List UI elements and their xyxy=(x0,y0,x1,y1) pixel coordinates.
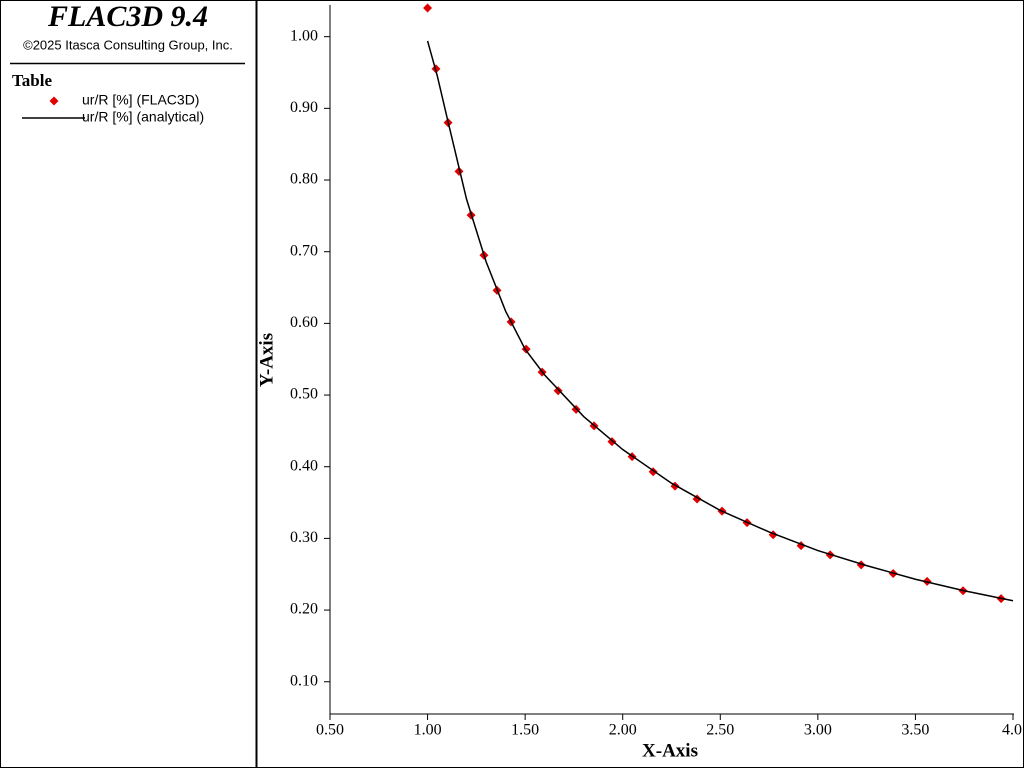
y-tick-label: 0.90 xyxy=(290,99,318,116)
y-tick-label: 0.50 xyxy=(290,386,318,403)
y-tick-label: 0.40 xyxy=(290,457,318,474)
legend-title: Table xyxy=(12,71,52,90)
x-tick-label: 4.0 xyxy=(1002,722,1022,739)
data-point xyxy=(553,386,563,396)
y-tick-label: 0.10 xyxy=(290,672,318,689)
data-point xyxy=(423,3,433,13)
y-tick-label: 0.80 xyxy=(290,171,318,188)
legend-label: ur/R [%] (FLAC3D) xyxy=(82,92,199,108)
app-title: FLAC3D 9.4 xyxy=(47,0,208,33)
data-line xyxy=(426,40,1014,602)
y-tick-label: 0.70 xyxy=(290,242,318,259)
x-axis-title: X-Axis xyxy=(642,740,698,761)
x-tick-label: 1.00 xyxy=(414,722,442,739)
x-tick-label: 0.50 xyxy=(316,722,344,739)
x-tick-label: 1.50 xyxy=(511,722,539,739)
y-tick-label: 0.20 xyxy=(290,601,318,618)
legend-swatch xyxy=(49,96,59,106)
x-tick-label: 2.00 xyxy=(609,722,637,739)
x-tick-label: 2.50 xyxy=(706,722,734,739)
x-tick-label: 3.00 xyxy=(804,722,832,739)
y-tick-label: 0.60 xyxy=(290,314,318,331)
data-point xyxy=(454,166,464,176)
x-tick-label: 3.50 xyxy=(901,722,929,739)
y-tick-label: 1.00 xyxy=(290,27,318,44)
legend-label: ur/R [%] (analytical) xyxy=(82,109,204,125)
y-axis-title: Y-Axis xyxy=(256,333,277,387)
copyright: ©2025 Itasca Consulting Group, Inc. xyxy=(23,37,233,52)
y-tick-label: 0.30 xyxy=(290,529,318,546)
